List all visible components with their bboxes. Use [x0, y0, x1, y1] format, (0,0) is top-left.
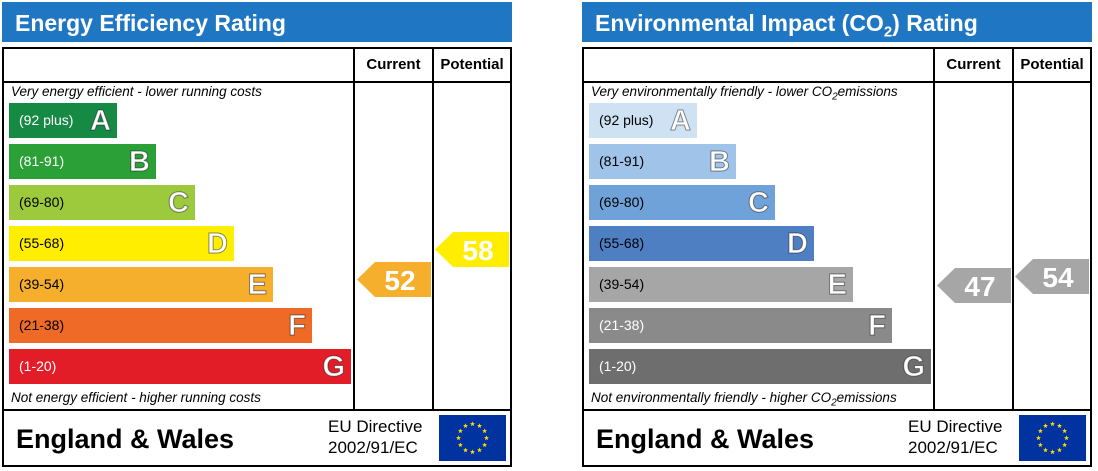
rating-band-g: (1-20) G: [9, 349, 351, 384]
band-letter: C: [168, 187, 190, 220]
bottom-note: Not environmentally friendly - higher CO…: [591, 390, 897, 409]
eu-flag-icon: [1019, 415, 1086, 461]
band-range-label: (92 plus): [19, 112, 74, 128]
column-potential-header: Potential: [440, 56, 504, 73]
rating-band-c: (69-80) C: [9, 185, 195, 220]
band-letter: A: [670, 105, 692, 138]
band-letter: B: [709, 146, 731, 179]
divider: [1012, 49, 1014, 409]
column-current-header: Current: [946, 56, 1001, 73]
band-range-label: (1-20): [599, 358, 637, 374]
band-range-label: (55-68): [19, 235, 65, 251]
potential-rating-arrow: 58: [435, 232, 509, 268]
band-range-label: (81-91): [599, 153, 645, 169]
band-range-label: (39-54): [599, 276, 645, 292]
band-range-label: (1-20): [19, 358, 57, 374]
divider: [4, 81, 510, 83]
rating-band-b: (81-91) B: [589, 144, 736, 179]
environmental-impact-panel: Environmental Impact (CO2) Rating Curren…: [582, 2, 1092, 467]
band-letter: B: [129, 146, 151, 179]
directive-line-2: 2002/91/EC: [328, 438, 418, 457]
rating-band-f: (21-38) F: [589, 308, 892, 343]
band-letter: A: [90, 105, 112, 138]
region-label: England & Wales: [16, 424, 235, 454]
rating-band-a: (92 plus) A: [589, 103, 697, 138]
energy-title: Energy Efficiency Rating: [2, 2, 512, 42]
divider: [353, 49, 355, 409]
band-letter: F: [868, 310, 887, 343]
band-range-label: (81-91): [19, 153, 65, 169]
region-label: England & Wales: [596, 424, 815, 454]
column-current-header: Current: [366, 56, 421, 73]
rating-band-d: (55-68) D: [9, 226, 234, 261]
divider: [584, 81, 1090, 83]
band-letter: E: [827, 269, 847, 302]
potential-rating-arrow: 54: [1015, 259, 1089, 294]
top-note: Very energy efficient - lower running co…: [11, 84, 262, 99]
energy-efficiency-panel: Energy Efficiency Rating Current Potenti…: [2, 2, 512, 467]
band-letter: C: [748, 187, 770, 220]
band-letter: E: [247, 269, 267, 302]
directive-line-2: 2002/91/EC: [908, 438, 998, 457]
top-note: Very environmentally friendly - lower CO…: [591, 84, 898, 103]
band-range-label: (21-38): [19, 317, 65, 333]
current-rating-value: 52: [384, 264, 416, 296]
potential-rating-value: 54: [1042, 262, 1074, 293]
rating-band-c: (69-80) C: [589, 185, 775, 220]
band-letter: G: [902, 351, 926, 384]
rating-band-f: (21-38) F: [9, 308, 312, 343]
band-letter: G: [322, 351, 346, 384]
divider: [4, 409, 510, 411]
rating-band-g: (1-20) G: [589, 349, 931, 384]
band-range-label: (69-80): [19, 194, 65, 210]
band-letter: F: [288, 310, 307, 343]
bottom-note: Not energy efficient - higher running co…: [11, 390, 261, 405]
environment-grid: Current Potential Very environmentally f…: [582, 47, 1092, 467]
band-range-label: (69-80): [599, 194, 645, 210]
divider: [933, 49, 935, 409]
divider: [584, 409, 1090, 411]
energy-grid: Current Potential Very energy efficient …: [2, 47, 512, 467]
rating-band-b: (81-91) B: [9, 144, 156, 179]
current-rating-arrow: 52: [357, 261, 431, 297]
rating-band-e: (39-54) E: [589, 267, 853, 302]
current-rating-arrow: 47: [937, 267, 1011, 303]
eu-directive: EU Directive 2002/91/EC: [908, 416, 1002, 458]
band-range-label: (21-38): [599, 317, 645, 333]
band-letter: D: [207, 228, 229, 261]
rating-band-e: (39-54) E: [9, 267, 273, 302]
potential-rating-value: 58: [462, 235, 494, 267]
directive-line-1: EU Directive: [328, 417, 423, 436]
eu-flag-icon: [439, 415, 506, 461]
eu-directive: EU Directive 2002/91/EC: [328, 416, 422, 458]
column-potential-header: Potential: [1020, 56, 1084, 73]
directive-line-1: EU Directive: [908, 417, 1003, 436]
divider: [432, 49, 434, 409]
band-range-label: (55-68): [599, 235, 645, 251]
current-rating-value: 47: [964, 270, 996, 302]
environment-title: Environmental Impact (CO2) Rating: [582, 2, 1092, 42]
rating-band-d: (55-68) D: [589, 226, 814, 261]
band-letter: D: [787, 228, 809, 261]
band-range-label: (92 plus): [599, 112, 654, 128]
rating-band-a: (92 plus) A: [9, 103, 117, 138]
band-range-label: (39-54): [19, 276, 65, 292]
